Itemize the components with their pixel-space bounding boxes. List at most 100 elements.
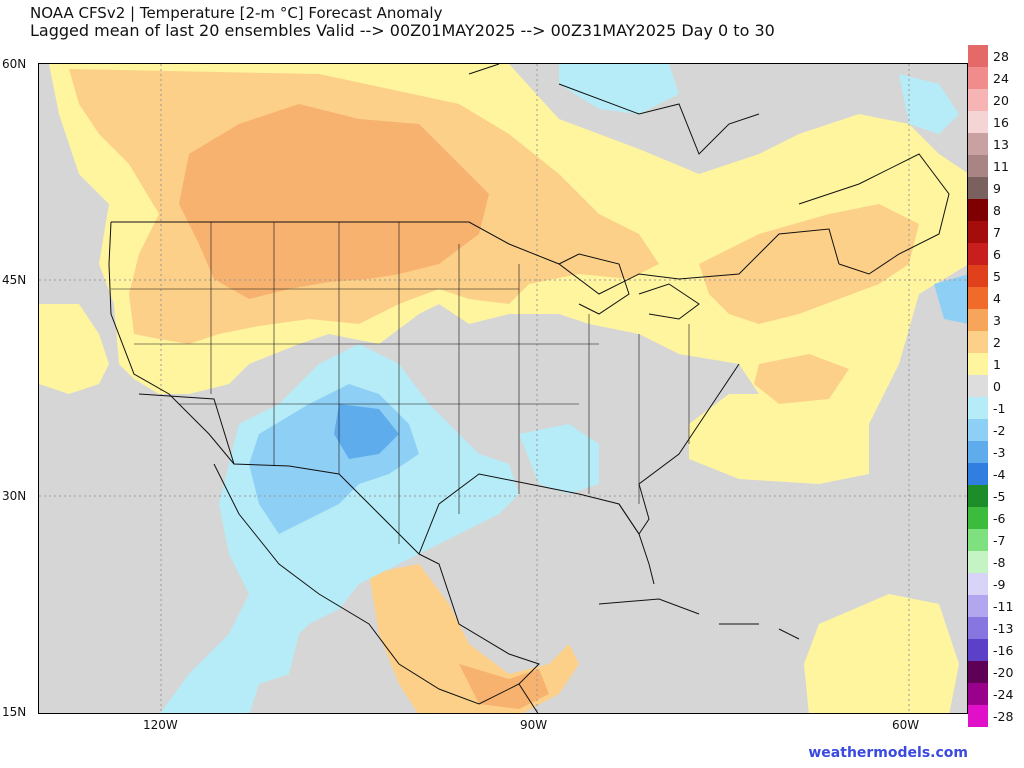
colorbar-swatch — [968, 485, 988, 507]
deep-south-cold — [519, 424, 599, 494]
colorbar-row: 4 — [968, 287, 1001, 309]
colorbar-label: 28 — [993, 48, 1009, 64]
colorbar-row: 20 — [968, 89, 1009, 111]
plains-warm-core — [179, 104, 489, 299]
credit-link[interactable]: weathermodels.com — [808, 745, 968, 761]
lat-label-15n: 15N — [2, 705, 27, 719]
texas-cold-peak — [334, 404, 399, 459]
colorbar-swatch — [968, 441, 988, 463]
chart-subtitle: Lagged mean of last 20 ensembles Valid -… — [30, 21, 775, 40]
state-lines — [111, 222, 690, 544]
colorbar-row: -7 — [968, 529, 1005, 551]
southwest-ocean-warm — [39, 304, 109, 394]
lat-label-30n: 30N — [2, 489, 27, 503]
colorbar-label: 2 — [993, 334, 1001, 350]
colorbar-row: 8 — [968, 199, 1001, 221]
colorbar-swatch — [968, 265, 988, 287]
colorbar-label: 0 — [993, 378, 1001, 394]
colorbar-label: 20 — [993, 92, 1009, 108]
colorbar-label: -7 — [993, 532, 1006, 548]
colorbar-swatch — [968, 177, 988, 199]
colorbar-row: -9 — [968, 573, 1005, 595]
colorbar-row: 13 — [968, 133, 1009, 155]
colorbar-row: -11 — [968, 595, 1013, 617]
colorbar-swatch — [968, 67, 988, 89]
colorbar-swatch — [968, 617, 988, 639]
colorbar-label: -16 — [993, 642, 1014, 658]
colorbar-label: -1 — [993, 400, 1006, 416]
pacific-cold-blob — [239, 609, 299, 684]
colorbar-swatch — [968, 199, 988, 221]
colorbar-row: 3 — [968, 309, 1001, 331]
colorbar-label: 6 — [993, 246, 1001, 262]
colorbar-swatch — [968, 375, 988, 397]
lat-label-45n: 45N — [2, 273, 27, 287]
colorbar-swatch — [968, 155, 988, 177]
colorbar-swatch — [968, 639, 988, 661]
lon-label-120w: 120W — [143, 718, 178, 732]
colorbar-row: 11 — [968, 155, 1009, 177]
colorbar-swatch — [968, 661, 988, 683]
us-canada-border — [111, 221, 840, 295]
lon-label-60w: 60W — [892, 718, 920, 732]
colorbar-swatch — [968, 573, 988, 595]
hudson-cold-region — [559, 64, 679, 114]
colorbar-row: -20 — [968, 661, 1013, 683]
colorbar-row: -16 — [968, 639, 1013, 661]
colorbar-swatch — [968, 89, 988, 111]
anomaly-map-canvas — [39, 64, 967, 713]
colorbar-label: -5 — [993, 488, 1006, 504]
colorbar-row: -4 — [968, 463, 1005, 485]
colorbar-row: -13 — [968, 617, 1013, 639]
colorbar-swatch — [968, 551, 988, 573]
colorbar-label: -3 — [993, 444, 1006, 460]
colorbar-label: 4 — [993, 290, 1001, 306]
colorbar-swatch — [968, 419, 988, 441]
colorbar-label: 5 — [993, 268, 1001, 284]
colorbar-label: 16 — [993, 114, 1009, 130]
yucatan-warm-core — [459, 664, 549, 709]
colorbar-row: -2 — [968, 419, 1005, 441]
mexico-coast — [213, 463, 540, 705]
colorbar-swatch — [968, 463, 988, 485]
colorbar-label: -20 — [993, 664, 1014, 680]
great-lakes — [558, 253, 700, 320]
colorbar-label: 8 — [993, 202, 1001, 218]
colorbar-label: -11 — [993, 598, 1014, 614]
colorbar-swatch — [968, 683, 988, 705]
colorbar-label: 13 — [993, 136, 1009, 152]
colorbar-label: -13 — [993, 620, 1014, 636]
warm-anomaly-fields — [39, 64, 967, 713]
colorbar-swatch — [968, 705, 988, 727]
colorbar-swatch — [968, 111, 988, 133]
political-boundaries — [108, 64, 950, 713]
anomaly-map[interactable] — [38, 63, 968, 714]
colorbar-row: 16 — [968, 111, 1009, 133]
caribbean-warm-region — [804, 594, 959, 713]
colorbar-row: -24 — [968, 683, 1013, 705]
cold-anomaly-fields — [160, 64, 967, 713]
colorbar-row: -8 — [968, 551, 1005, 573]
caribbean-islands — [598, 598, 800, 640]
colorbar-row: 0 — [968, 375, 1001, 397]
colorbar-swatch — [968, 397, 988, 419]
colorbar-label: -8 — [993, 554, 1006, 570]
colorbar-row: -3 — [968, 441, 1005, 463]
colorbar-swatch — [968, 221, 988, 243]
colorbar-row: 5 — [968, 265, 1001, 287]
colorbar-label: -6 — [993, 510, 1006, 526]
canada-coast — [468, 64, 950, 275]
colorbar-label: 1 — [993, 356, 1001, 372]
florida-peninsula — [618, 503, 655, 585]
colorbar-row: 24 — [968, 67, 1009, 89]
colorbar-row: 1 — [968, 353, 1001, 375]
colorbar-swatch — [968, 133, 988, 155]
colorbar-row: 6 — [968, 243, 1001, 265]
colorbar-row: 28 — [968, 45, 1009, 67]
colorbar-row: -28 — [968, 705, 1013, 727]
colorbar-swatch — [968, 243, 988, 265]
colorbar-label: -2 — [993, 422, 1006, 438]
colorbar-label: 24 — [993, 70, 1009, 86]
northeast-warm-band — [699, 204, 919, 324]
atlantic-cold-spot — [934, 274, 967, 324]
